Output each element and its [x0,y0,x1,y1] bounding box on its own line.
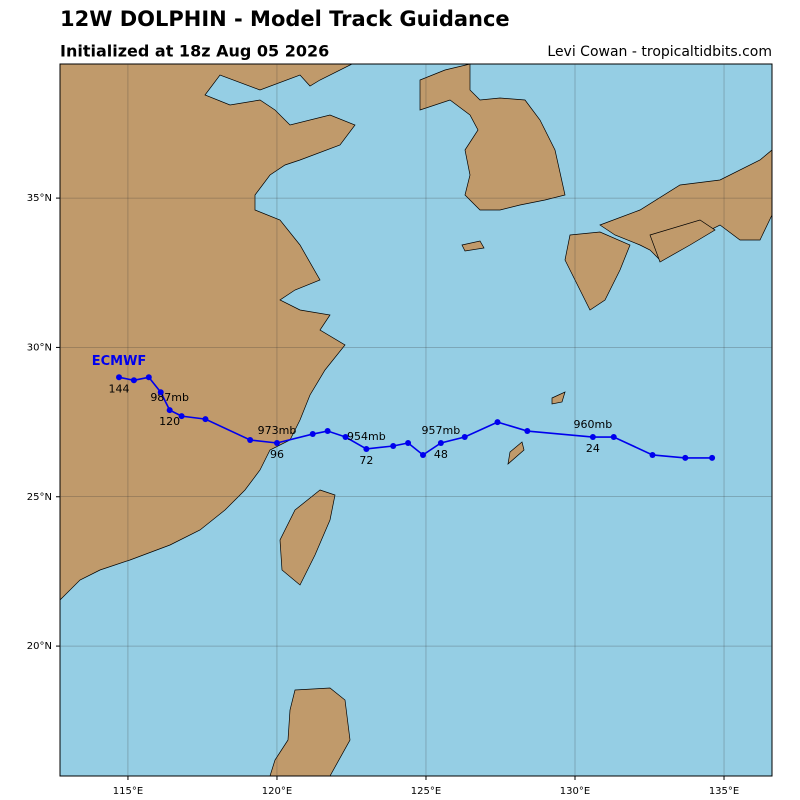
track-point [649,451,656,458]
x-tick-label: 130°E [560,786,590,797]
y-tick-label: 25°N [27,492,52,503]
pressure-label: 954mb [347,430,386,443]
credit: Levi Cowan - tropicaltidbits.com [547,44,772,60]
x-tick-label: 115°E [113,786,143,797]
track-point [202,416,209,423]
track-point [682,454,689,461]
chart-subtitle: Initialized at 18z Aug 05 2026 [60,42,329,61]
track-point [494,419,501,426]
track-point [145,374,152,381]
pressure-label: 957mb [422,424,461,437]
hour-label: 144 [109,382,130,395]
series-label: ECMWF [92,354,147,369]
hour-label: 120 [159,415,180,428]
track-point [709,454,716,461]
track-point [461,434,468,441]
track-point [157,389,164,396]
track-point [309,431,316,438]
track-point [130,377,137,384]
hour-label: 72 [359,454,373,467]
pressure-label: 973mb [258,424,297,437]
pressure-label: 960mb [574,418,613,431]
track-point [405,439,412,446]
y-tick-label: 35°N [27,193,52,204]
track-point [178,413,185,420]
pressure-label: 987mb [150,391,189,404]
x-tick-label: 120°E [262,786,292,797]
track-point [589,434,596,441]
track-point [324,428,331,435]
y-tick-label: 20°N [27,641,52,652]
chart-title: 12W DOLPHIN - Model Track Guidance [60,7,510,31]
track-point [363,445,370,452]
map-frame [59,63,773,777]
track-point [420,451,427,458]
track-point [166,407,173,414]
hour-label: 24 [586,442,600,455]
hour-label: 96 [270,448,284,461]
track-point [524,428,531,435]
track-point [437,439,444,446]
track-point [273,439,280,446]
y-tick-label: 30°N [27,342,52,353]
track-point [116,374,123,381]
track-point [247,437,254,444]
track-point [610,434,617,441]
track-point [342,434,349,441]
track-point [390,442,397,449]
hour-label: 48 [434,448,448,461]
x-tick-label: 135°E [709,786,739,797]
x-tick-label: 125°E [411,786,441,797]
